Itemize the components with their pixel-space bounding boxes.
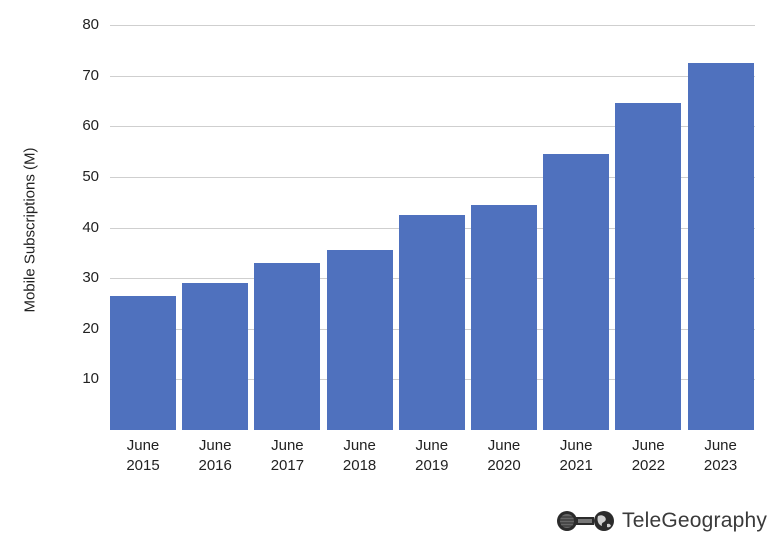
bar [687,62,754,430]
telegeography-globe-icon [557,511,614,531]
telegeography-logo: TeleGeography [556,508,767,534]
y-tick-label: 60 [82,117,99,135]
x-tick-label: June 2022 [631,437,666,474]
x-tick-label: June 2015 [126,437,160,474]
gridline [110,177,755,178]
x-tick-label: June 2020 [487,437,521,474]
bar [254,262,321,430]
x-tick-label: June 2018 [342,437,377,474]
gridline [110,25,755,26]
y-tick-label: 30 [82,269,99,287]
y-tick-label: 10 [82,370,99,388]
bar [615,103,682,430]
y-tick-label: 50 [82,167,99,185]
x-tick-label: June 2017 [270,437,305,474]
bar [182,283,249,430]
x-tick-label: June 2016 [198,437,232,474]
gridline [110,126,755,127]
x-tick-label: June 2019 [415,437,449,474]
logo-text: TeleGeography [622,509,768,532]
gridline [110,76,755,77]
bar [543,154,610,430]
bar [398,214,465,430]
x-tick-label: June 2023 [703,437,738,474]
y-tick-label: 20 [82,319,99,337]
bar [326,250,393,430]
bar [110,295,176,430]
bar [471,204,537,430]
x-tick-label: June 2021 [559,437,593,474]
y-axis-label: Mobile Subscriptions (M) [21,147,39,313]
y-tick-label: 80 [82,16,99,33]
y-tick-label: 40 [82,218,99,236]
y-tick-label: 70 [82,66,99,84]
